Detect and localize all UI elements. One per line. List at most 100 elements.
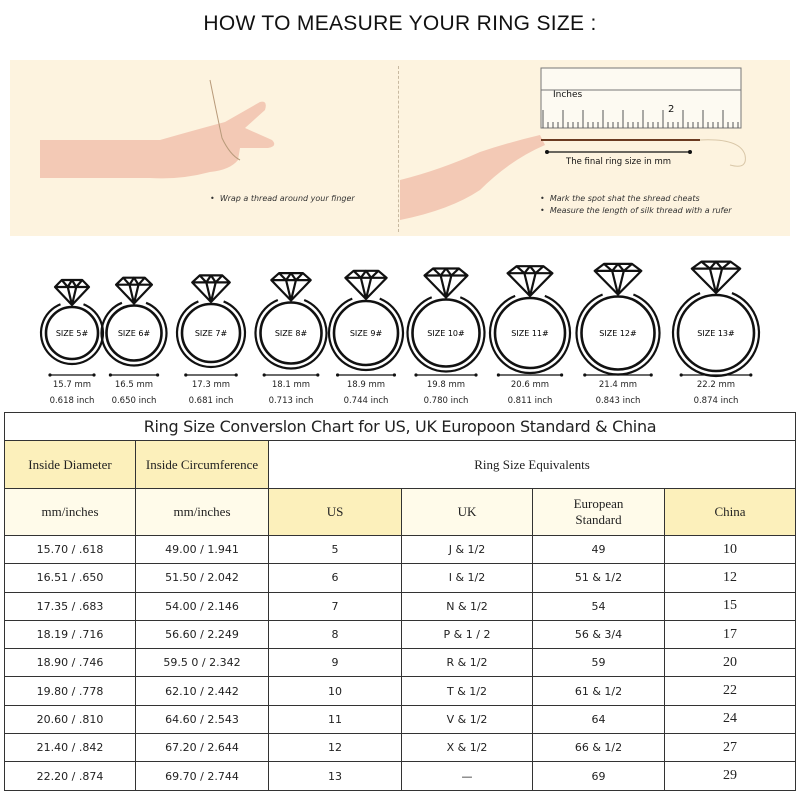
ring-icon: SIZE 10# <box>406 267 486 377</box>
header-european: European Standard <box>532 488 665 536</box>
cell-european: 51 & 1/2 <box>532 563 665 593</box>
cell-us: 11 <box>268 704 402 735</box>
header-inside-circumference: Inside Circumference <box>135 440 269 489</box>
left-hand-illustration <box>40 79 275 179</box>
header-mm-inches-diameter: mm/inches <box>4 488 136 536</box>
cell-european: 69 <box>532 761 665 791</box>
ring-mm-value: 17.3 mm <box>191 380 231 390</box>
instruction-right-2: • Measure the length of silk thread with… <box>540 206 732 215</box>
ring-size-label: SIZE 7# <box>195 329 228 338</box>
ring-inch-value: 0.843 inch <box>595 396 641 406</box>
cell-china: 20 <box>664 648 796 678</box>
cell-circumference: 54.00 / 2.146 <box>135 591 269 621</box>
ring-size-label: SIZE 6# <box>118 329 151 338</box>
ring-size-label: SIZE 13# <box>697 329 735 338</box>
cell-circumference: 64.60 / 2.543 <box>135 704 269 735</box>
measure-caption: The final ring size in mm <box>566 157 672 167</box>
ring-mm-value: 15.7 mm <box>52 380 92 390</box>
header-inside-diameter: Inside Diameter <box>4 440 136 489</box>
ruler-mark: 2 <box>668 104 675 115</box>
diamond-icon <box>191 274 231 304</box>
cell-uk: T & 1/2 <box>401 676 533 706</box>
diamond-icon <box>344 269 388 301</box>
cell-us: 5 <box>268 534 402 565</box>
cell-us: 8 <box>268 619 402 650</box>
cell-china: 22 <box>664 676 796 706</box>
cell-us: 6 <box>268 563 402 593</box>
cell-circumference: 67.20 / 2.644 <box>135 733 269 763</box>
page-title: HOW TO MEASURE YOUR RING SIZE : <box>203 12 597 35</box>
ring-inch-value: 0.874 inch <box>693 396 739 406</box>
cell-china: 10 <box>664 534 796 565</box>
ring-inch-value: 0.650 inch <box>111 396 157 406</box>
ring-icon: SIZE 13# <box>671 260 761 378</box>
cell-us: 13 <box>268 761 402 791</box>
panel-divider <box>398 66 399 232</box>
ring-mm-value: 18.1 mm <box>271 380 311 390</box>
cell-china: 12 <box>664 563 796 593</box>
header-china: China <box>664 488 796 536</box>
cell-uk: — <box>401 761 533 791</box>
cell-european: 61 & 1/2 <box>532 676 665 706</box>
diamond-icon <box>593 262 643 296</box>
ring-icon: SIZE 7# <box>175 274 247 377</box>
cell-circumference: 49.00 / 1.941 <box>135 534 269 565</box>
cell-circumference: 51.50 / 2.042 <box>135 563 269 593</box>
table-row: 16.51 / .650 51.50 / 2.042 6 I & 1/2 51 & 1/… <box>4 563 796 593</box>
cell-european: 64 <box>532 704 665 735</box>
ring-size-illustrations: SIZE 5# SIZE 6# SIZE 7# SIZE 8# SIZE 9# SIZE … <box>0 250 800 410</box>
ring-icon: SIZE 9# <box>327 269 405 377</box>
ring-size-conversion-table: Ring Size Converslon Chart for US, UK Eu… <box>4 412 796 791</box>
cell-china: 27 <box>664 733 796 763</box>
cell-us: 12 <box>268 733 402 763</box>
cell-european: 56 & 3/4 <box>532 619 665 650</box>
ring-size-label: SIZE 12# <box>599 329 637 338</box>
ring-inch-value: 0.744 inch <box>343 396 389 406</box>
ring-size-label: SIZE 8# <box>275 329 308 338</box>
ring-icon: SIZE 12# <box>575 262 661 377</box>
ring-mm-value: 16.5 mm <box>114 380 154 390</box>
ring-icon: SIZE 11# <box>488 265 572 377</box>
ring-size-label: SIZE 11# <box>511 329 549 338</box>
ruler-label: Inches <box>553 90 583 100</box>
table-row: 19.80 / .778 62.10 / 2.442 10 T & 1/2 61 & 1… <box>4 676 796 706</box>
cell-circumference: 62.10 / 2.442 <box>135 676 269 706</box>
ring-inch-value: 0.811 inch <box>507 396 553 406</box>
cell-uk: V & 1/2 <box>401 704 533 735</box>
ring-inch-value: 0.618 inch <box>49 396 95 406</box>
ring-mm-value: 20.6 mm <box>510 380 550 390</box>
ring-size-label: SIZE 5# <box>56 329 89 338</box>
ring-icon: SIZE 6# <box>100 276 168 377</box>
instruction-right-1: • Mark the spot shat the shread cheats <box>540 194 700 203</box>
diamond-icon <box>423 267 469 299</box>
cell-european: 54 <box>532 591 665 621</box>
ruler <box>540 67 746 167</box>
cell-china: 15 <box>664 591 796 621</box>
ring-inch-value: 0.681 inch <box>188 396 234 406</box>
table-row: 17.35 / .683 54.00 / 2.146 7 N & 1/2 54 15 <box>4 591 796 621</box>
cell-us: 9 <box>268 648 402 678</box>
header-mm-inches-circumference: mm/inches <box>135 488 269 536</box>
cell-uk: J & 1/2 <box>401 534 533 565</box>
cell-china: 17 <box>664 619 796 650</box>
cell-european: 49 <box>532 534 665 565</box>
diamond-icon <box>506 265 554 298</box>
cell-uk: I & 1/2 <box>401 563 533 593</box>
ring-mm-value: 22.2 mm <box>696 380 736 390</box>
header-ring-size-equivalents: Ring Size Equivalents <box>268 440 796 489</box>
cell-diameter: 18.19 / .716 <box>4 619 136 650</box>
hand-illustrations <box>40 67 746 220</box>
diamond-icon <box>53 278 91 307</box>
cell-diameter: 18.90 / .746 <box>4 648 136 678</box>
header-us: US <box>268 488 402 536</box>
ring-icon: SIZE 8# <box>254 272 328 377</box>
ring-icon: SIZE 5# <box>39 278 105 377</box>
ring-inch-value: 0.713 inch <box>268 396 314 406</box>
cell-us: 10 <box>268 676 402 706</box>
diamond-icon <box>115 276 153 305</box>
instruction-panel: Inches 2 The final ring size in mm • Wra… <box>10 60 790 236</box>
ring-size-label: SIZE 9# <box>350 329 383 338</box>
cell-diameter: 15.70 / .618 <box>4 534 136 565</box>
cell-diameter: 21.40 / .842 <box>4 733 136 763</box>
cell-circumference: 59.5 0 / 2.342 <box>135 648 269 678</box>
